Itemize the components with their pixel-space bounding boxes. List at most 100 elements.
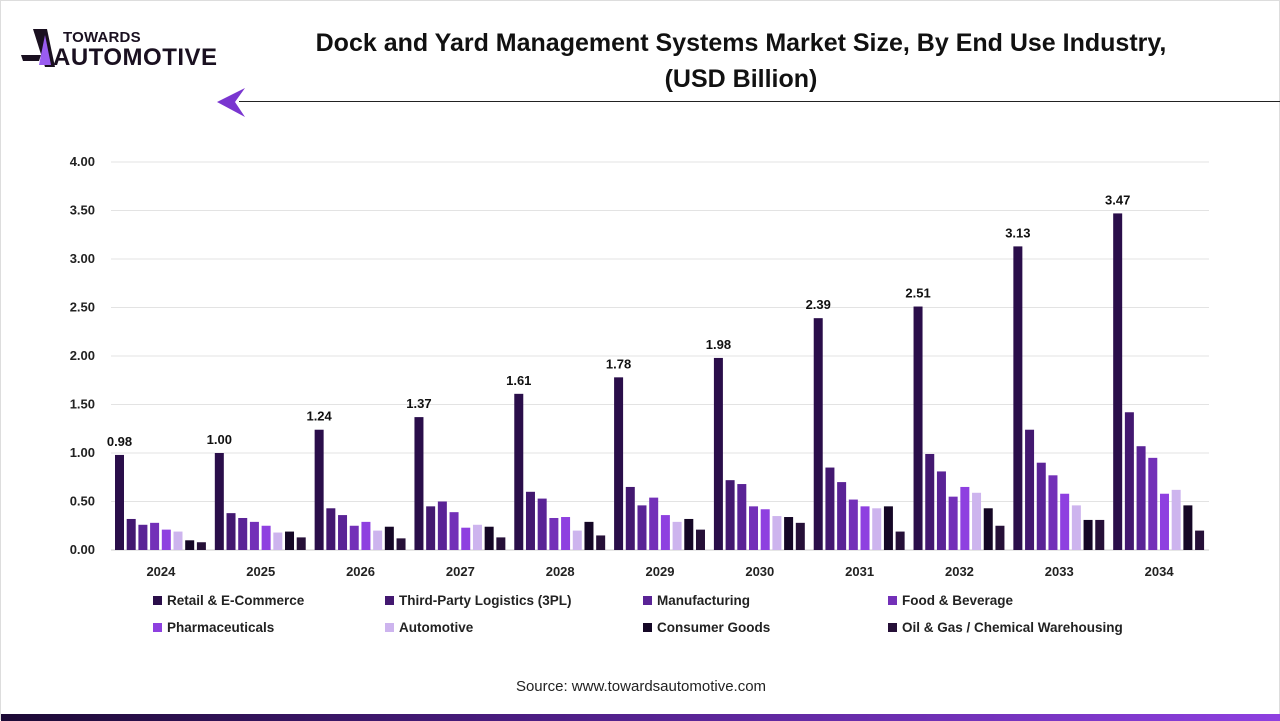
title-line-2: (USD Billion) — [664, 65, 818, 93]
x-tick-label: 2031 — [845, 564, 874, 579]
legend-label: Consumer Goods — [657, 620, 771, 635]
bar-2032-5 — [972, 492, 982, 550]
bar-2030-3 — [749, 506, 759, 550]
y-tick-label: 0.50 — [70, 494, 95, 509]
data-label: 2.39 — [806, 297, 831, 312]
data-label: 3.13 — [1005, 225, 1030, 240]
bar-2033-6 — [1083, 519, 1093, 550]
bar-2026-7 — [396, 538, 406, 550]
bar-2031-3 — [848, 499, 858, 550]
bar-2028-0 — [514, 393, 524, 550]
legend-item: Oil & Gas / Chemical Warehousing — [888, 620, 1123, 635]
bar-2031-0 — [813, 318, 823, 550]
legend-item: Food & Beverage — [888, 593, 1013, 608]
bottom-gradient-bar — [1, 714, 1280, 721]
bar-2027-5 — [472, 524, 482, 550]
x-tick-label: 2032 — [945, 564, 974, 579]
legend-swatch — [888, 623, 897, 632]
x-tick-label: 2034 — [1145, 564, 1175, 579]
bar-2028-6 — [584, 521, 594, 550]
bar-2026-5 — [373, 530, 383, 550]
bar-2034-0 — [1113, 213, 1123, 550]
bar-2033-3 — [1048, 475, 1058, 550]
source-text: Source: www.towardsautomotive.com — [515, 678, 767, 695]
y-tick-label: 3.50 — [70, 203, 95, 218]
bar-2032-1 — [925, 453, 935, 550]
bar-2031-5 — [872, 508, 882, 550]
bar-2032-3 — [948, 496, 958, 550]
x-tick-label: 2029 — [646, 564, 675, 579]
legend-label: Pharmaceuticals — [167, 620, 275, 635]
bar-2032-0 — [913, 306, 923, 550]
bar-2031-1 — [825, 467, 835, 550]
x-tick-label: 2030 — [745, 564, 774, 579]
y-tick-label: 2.00 — [70, 348, 95, 363]
bar-2029-1 — [625, 486, 635, 550]
logo-mark-icon — [21, 29, 55, 67]
x-tick-label: 2027 — [446, 564, 475, 579]
bar-2024-7 — [196, 542, 206, 550]
header-divider — [239, 101, 1280, 102]
data-label: 1.61 — [506, 373, 531, 388]
legend-swatch — [385, 596, 394, 605]
data-label: 1.37 — [406, 396, 431, 411]
legend-swatch — [385, 623, 394, 632]
bar-2029-7 — [695, 529, 705, 550]
bar-2034-2 — [1136, 446, 1146, 550]
y-tick-label: 0.00 — [70, 542, 95, 557]
bar-2033-0 — [1013, 246, 1023, 550]
legend-item: Consumer Goods — [643, 620, 770, 635]
bar-2034-7 — [1195, 530, 1205, 550]
bar-2032-7 — [995, 525, 1005, 550]
bar-2025-3 — [249, 521, 259, 550]
bar-chart: 0.00 0.50 1.00 1.50 2.00 2.50 3.00 3.50 4.00 0.98… — [70, 154, 1209, 579]
x-tick-label: 2024 — [146, 564, 176, 579]
bar-2034-5 — [1171, 489, 1181, 550]
bar-2028-7 — [596, 535, 606, 550]
data-label: 3.47 — [1105, 192, 1130, 207]
x-tick-label: 2028 — [546, 564, 575, 579]
bar-2034-4 — [1159, 493, 1169, 550]
bar-2029-4 — [660, 515, 670, 550]
chart-title: Dock and Yard Management Systems Market … — [251, 25, 1231, 97]
logo-text-top: TOWARDS — [63, 29, 141, 46]
bar-2025-6 — [285, 531, 295, 550]
logo-text-bottom: AUTOMOTIVE — [53, 44, 218, 71]
y-tick-label: 1.00 — [70, 445, 95, 460]
bar-2030-5 — [772, 516, 782, 550]
bar-2031-4 — [860, 506, 870, 550]
bar-2026-1 — [326, 508, 336, 550]
x-tick-label: 2026 — [346, 564, 375, 579]
bar-2030-1 — [725, 480, 735, 550]
bar-2025-5 — [273, 532, 283, 550]
data-label: 1.78 — [606, 356, 631, 371]
bar-2028-3 — [549, 517, 559, 550]
bar-2024-2 — [138, 524, 148, 550]
bar-2029-6 — [684, 518, 694, 550]
bar-2026-0 — [314, 429, 324, 550]
y-tick-label: 4.00 — [70, 154, 95, 169]
data-label: 1.24 — [306, 409, 332, 424]
bar-2027-4 — [461, 527, 471, 550]
bar-2028-5 — [572, 530, 582, 550]
bar-2024-3 — [150, 522, 160, 550]
bar-2027-6 — [484, 526, 494, 550]
bar-2026-2 — [338, 515, 348, 550]
legend-item: Pharmaceuticals — [153, 620, 274, 635]
bar-2024-5 — [173, 531, 183, 550]
legend-label: Manufacturing — [657, 593, 750, 608]
logo: TOWARDS AUTOMOTIVE — [21, 27, 231, 71]
legend-label: Retail & E-Commerce — [167, 593, 305, 608]
data-label: 0.98 — [107, 434, 132, 449]
legend-swatch — [888, 596, 897, 605]
bar-2025-1 — [226, 513, 236, 550]
legend-swatch — [643, 623, 652, 632]
bar-2030-4 — [760, 509, 770, 550]
bar-2034-3 — [1148, 457, 1158, 550]
bar-2030-7 — [795, 522, 805, 550]
bar-2031-2 — [837, 482, 847, 550]
bar-2033-4 — [1060, 493, 1070, 550]
bar-2031-7 — [895, 531, 905, 550]
legend-item: Third-Party Logistics (3PL) — [385, 593, 572, 608]
legend-label: Third-Party Logistics (3PL) — [399, 593, 572, 608]
